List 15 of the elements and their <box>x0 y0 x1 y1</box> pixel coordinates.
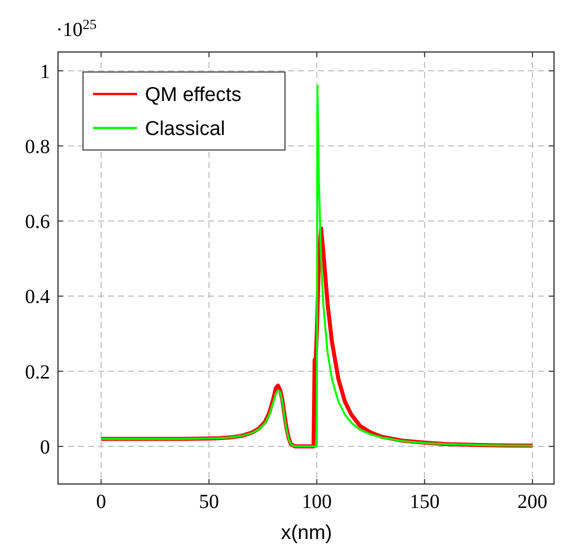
y-tick-label: 1 <box>40 60 50 83</box>
x-tick-label: 0 <box>96 491 106 513</box>
legend-label: QM effects <box>145 84 242 106</box>
y-tick-label: 0.2 <box>25 361 50 384</box>
y-tick-label: 0.4 <box>25 286 50 308</box>
y-tick-label: 0.8 <box>25 136 50 158</box>
y-tick-label: 0 <box>40 436 50 458</box>
text: ·10$^{25}$ <box>56 18 97 41</box>
x-tick-label: 150 <box>410 491 440 513</box>
legend-label: Classical <box>145 118 226 140</box>
x-axis-title: x(nm) <box>280 522 332 544</box>
y-tick-label: 0.6 <box>25 211 50 234</box>
x-tick-label: 200 <box>517 491 548 513</box>
x-tick-label: 50 <box>198 491 219 513</box>
x-tick-label: 100 <box>302 491 332 513</box>
